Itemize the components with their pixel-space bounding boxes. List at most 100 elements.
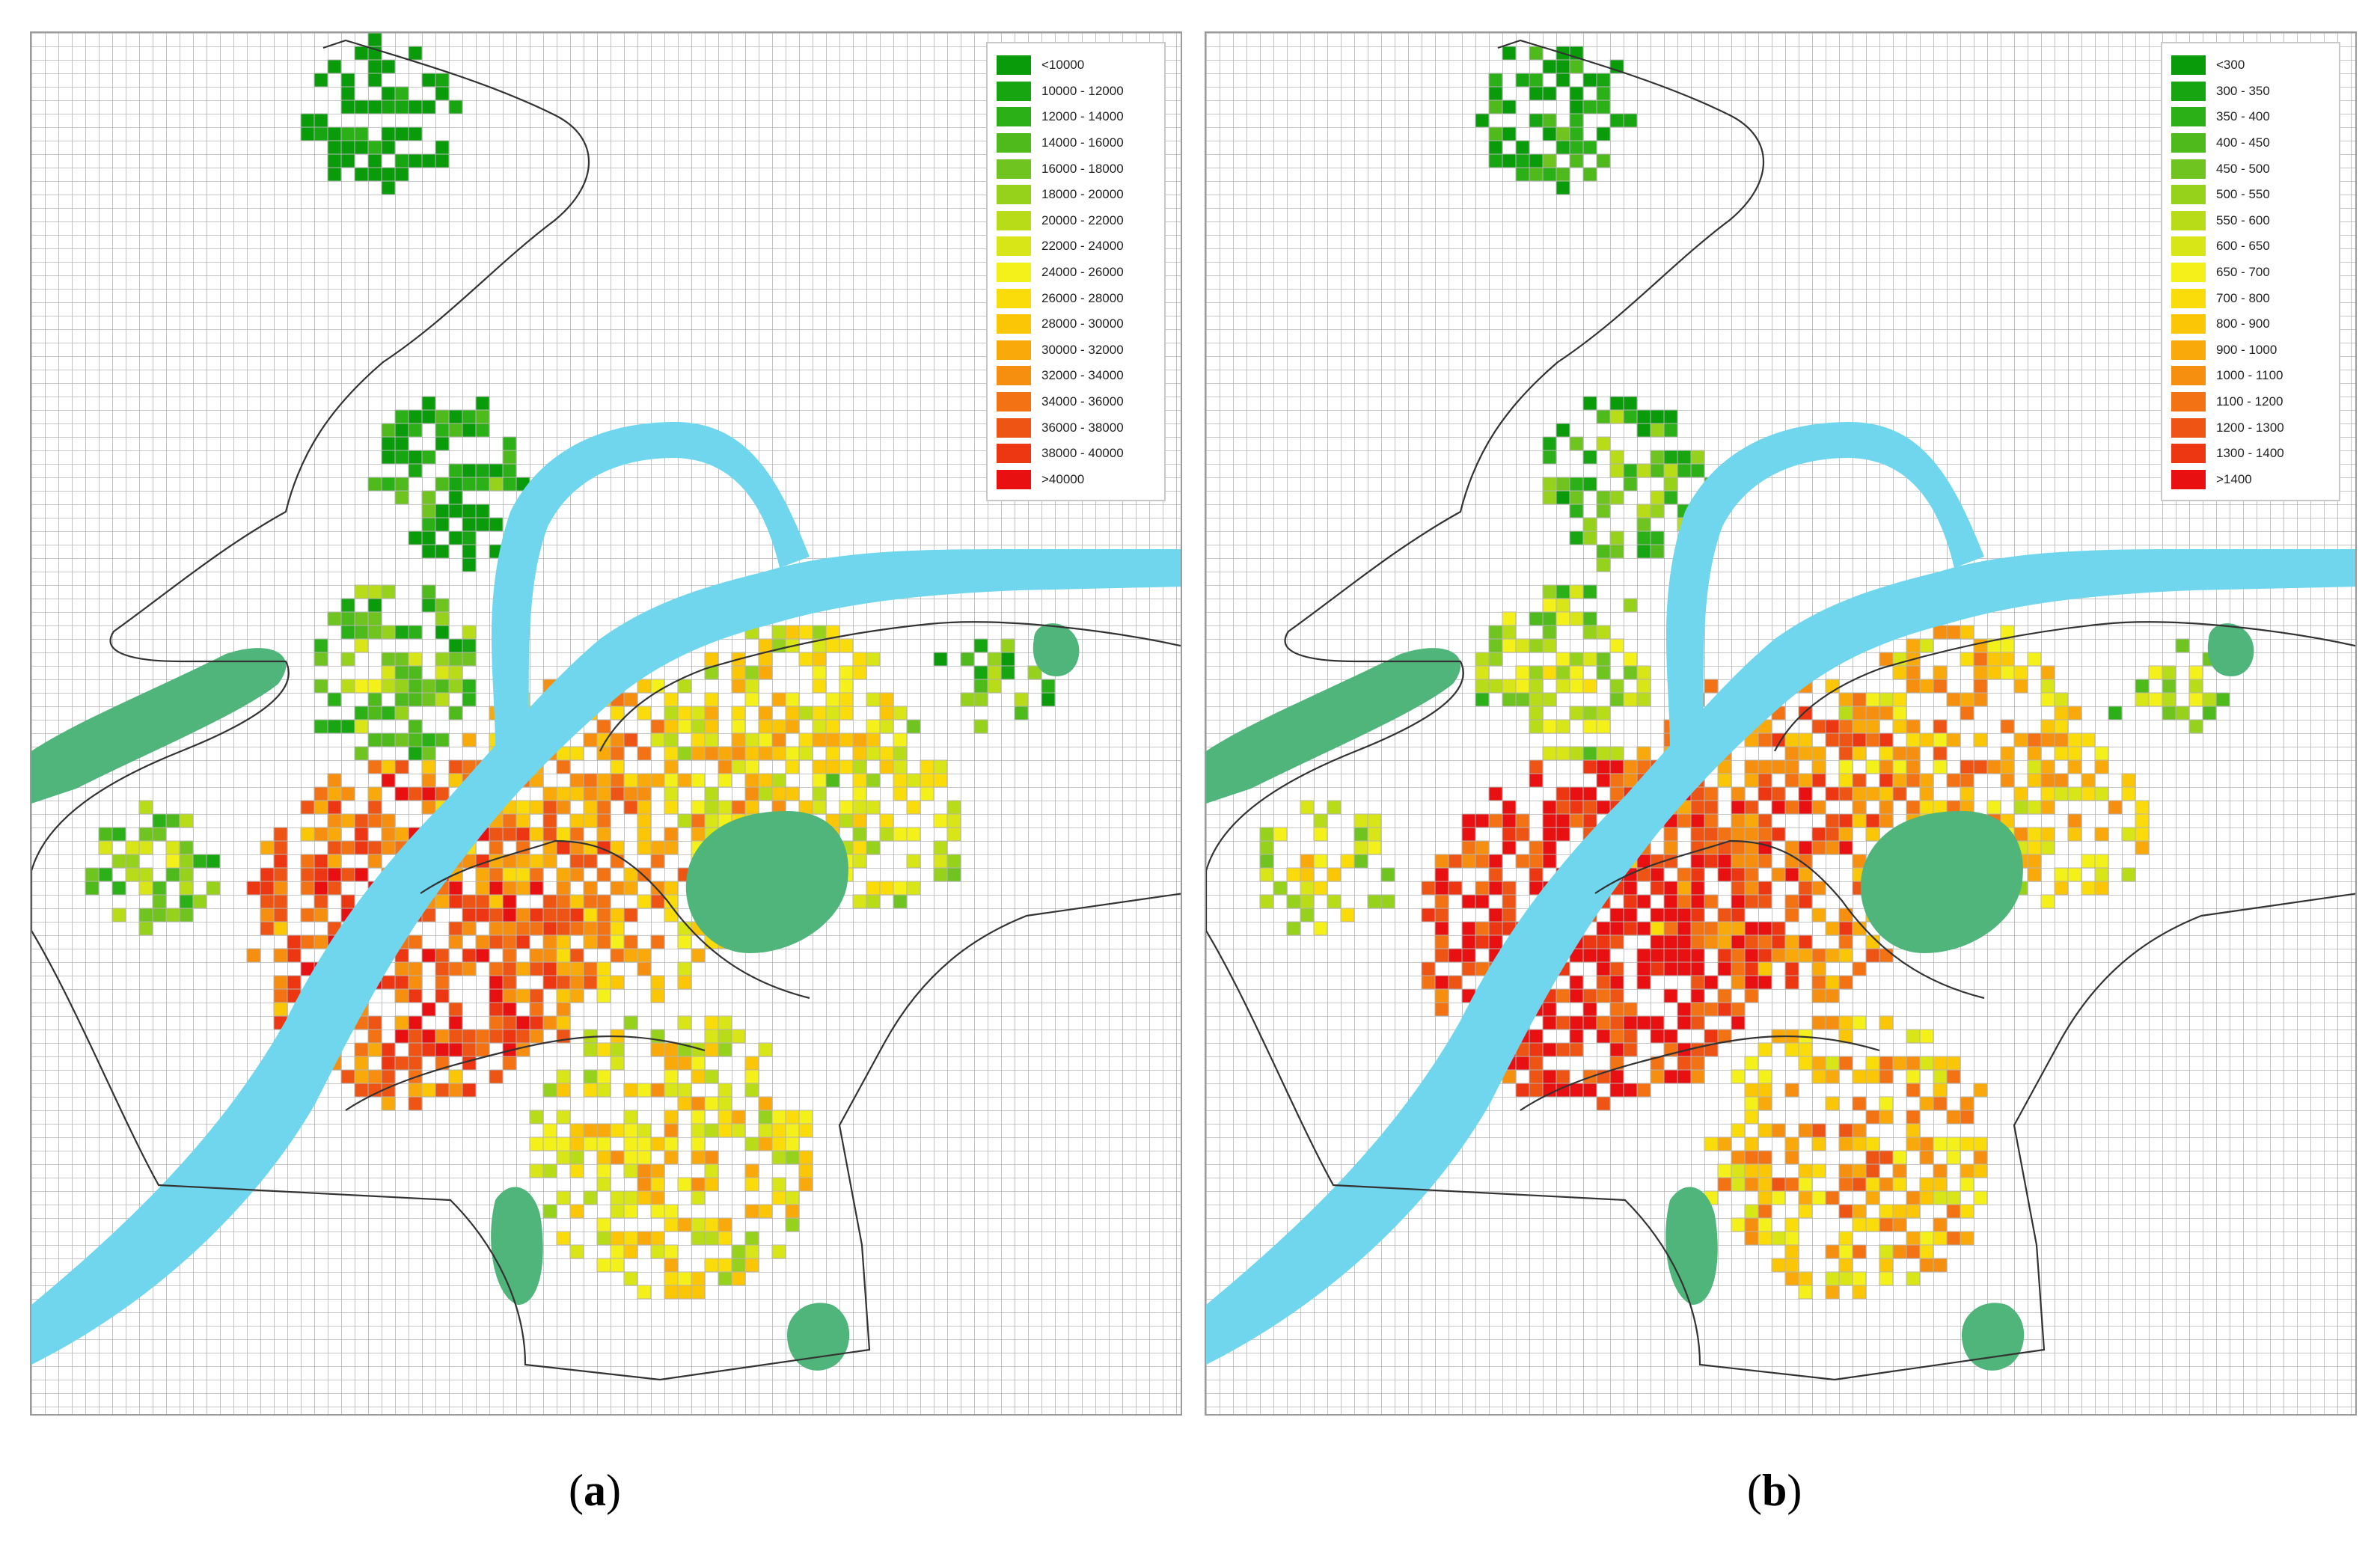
grid-cell	[1906, 732, 1921, 747]
grid-cell	[1865, 719, 1880, 734]
grid-cell	[367, 625, 382, 640]
grid-cell	[839, 679, 854, 694]
grid-cell	[1555, 1042, 1570, 1057]
grid-cell	[1609, 450, 1624, 465]
grid-cell	[1663, 908, 1678, 923]
grid-cell	[1865, 759, 1880, 774]
grid-cell	[1502, 638, 1517, 653]
grid-cell	[1488, 638, 1503, 653]
grid-cell	[1933, 1056, 1948, 1071]
grid-cell	[1286, 921, 1301, 936]
grid-cell	[1542, 1069, 1557, 1084]
grid-cell	[246, 948, 261, 963]
grid-cell	[1569, 679, 1584, 694]
grid-cell	[1529, 113, 1544, 128]
grid-cell	[1784, 1042, 1799, 1057]
grid-cell	[1717, 1177, 1732, 1192]
grid-cell	[1852, 800, 1867, 815]
legend-item: <10000	[997, 52, 1157, 79]
grid-cell	[381, 665, 396, 680]
grid-cell	[1798, 894, 1813, 909]
grid-cell	[1677, 881, 1692, 896]
legend-item: 400 - 450	[2171, 130, 2331, 156]
grid-cell	[650, 975, 665, 990]
grid-cell	[650, 773, 665, 788]
grid-cell	[354, 706, 369, 720]
grid-cell	[1542, 126, 1557, 141]
grid-cell	[1529, 665, 1544, 680]
grid-cell	[1811, 881, 1826, 896]
grid-cell	[596, 961, 611, 976]
grid-cell	[893, 732, 908, 747]
grid-cell	[879, 813, 894, 828]
grid-cell	[664, 719, 679, 734]
legend-item: 20000 - 22000	[997, 208, 1157, 234]
grid-cell	[1906, 800, 1921, 815]
grid-cell	[1811, 773, 1826, 788]
grid-cell	[327, 881, 342, 896]
grid-cell	[556, 948, 571, 963]
grid-cell	[839, 665, 854, 680]
grid-cell	[637, 706, 652, 720]
grid-cell	[2135, 679, 2150, 694]
grid-cell	[704, 1231, 719, 1246]
grid-cell	[1744, 948, 1759, 963]
grid-cell	[435, 598, 450, 613]
grid-cell	[421, 1029, 436, 1044]
grid-cell	[1919, 1096, 1934, 1111]
grid-cell	[610, 1056, 625, 1071]
grid-cell	[2054, 881, 2069, 896]
grid-cell	[1636, 1015, 1651, 1030]
grid-cell	[718, 1271, 732, 1286]
grid-cell	[596, 786, 611, 801]
grid-cell	[1609, 773, 1624, 788]
grid-cell	[2000, 719, 2015, 734]
grid-cell	[825, 759, 840, 774]
grid-cell	[2067, 867, 2082, 882]
grid-cell	[1623, 477, 1638, 492]
legend-swatch	[2171, 417, 2206, 438]
grid-cell	[758, 1123, 773, 1138]
grid-cell	[165, 840, 180, 855]
grid-cell	[1946, 1110, 1961, 1125]
grid-cell	[1892, 1177, 1907, 1192]
grid-cell	[1663, 463, 1678, 478]
grid-cell	[1798, 746, 1813, 761]
grid-cell	[1704, 679, 1719, 694]
grid-cell	[744, 1083, 759, 1098]
grid-cell	[1609, 1069, 1624, 1084]
grid-cell	[2135, 827, 2150, 842]
grid-cell	[1973, 1150, 1988, 1165]
grid-cell	[1569, 975, 1584, 990]
grid-cell	[664, 1150, 679, 1165]
legend-item: 30000 - 32000	[997, 337, 1157, 364]
grid-cell	[381, 126, 396, 141]
grid-cell	[1650, 921, 1665, 936]
grid-cell	[785, 625, 800, 640]
grid-cell	[1259, 840, 1274, 855]
grid-cell	[596, 1042, 611, 1057]
grid-cell	[691, 773, 706, 788]
grid-cell	[138, 908, 153, 923]
grid-cell	[1300, 894, 1315, 909]
grid-cell	[516, 1029, 530, 1044]
grid-cell	[408, 625, 423, 640]
grid-cell	[1623, 881, 1638, 896]
grid-cell	[556, 975, 571, 990]
grid-cell	[1353, 854, 1368, 869]
grid-cell	[542, 894, 557, 909]
grid-cell	[1529, 153, 1544, 168]
grid-cell	[610, 786, 625, 801]
grid-cell	[462, 477, 477, 492]
grid-cell	[1919, 773, 1934, 788]
grid-cell	[1596, 73, 1611, 88]
grid-cell	[1569, 490, 1584, 505]
grid-cell	[1879, 732, 1894, 747]
grid-cell	[973, 665, 988, 680]
grid-cell	[718, 759, 732, 774]
grid-cell	[1529, 611, 1544, 626]
grid-cell	[489, 463, 504, 478]
grid-cell	[812, 759, 827, 774]
grid-cell	[1609, 961, 1624, 976]
grid-cell	[718, 1015, 732, 1030]
